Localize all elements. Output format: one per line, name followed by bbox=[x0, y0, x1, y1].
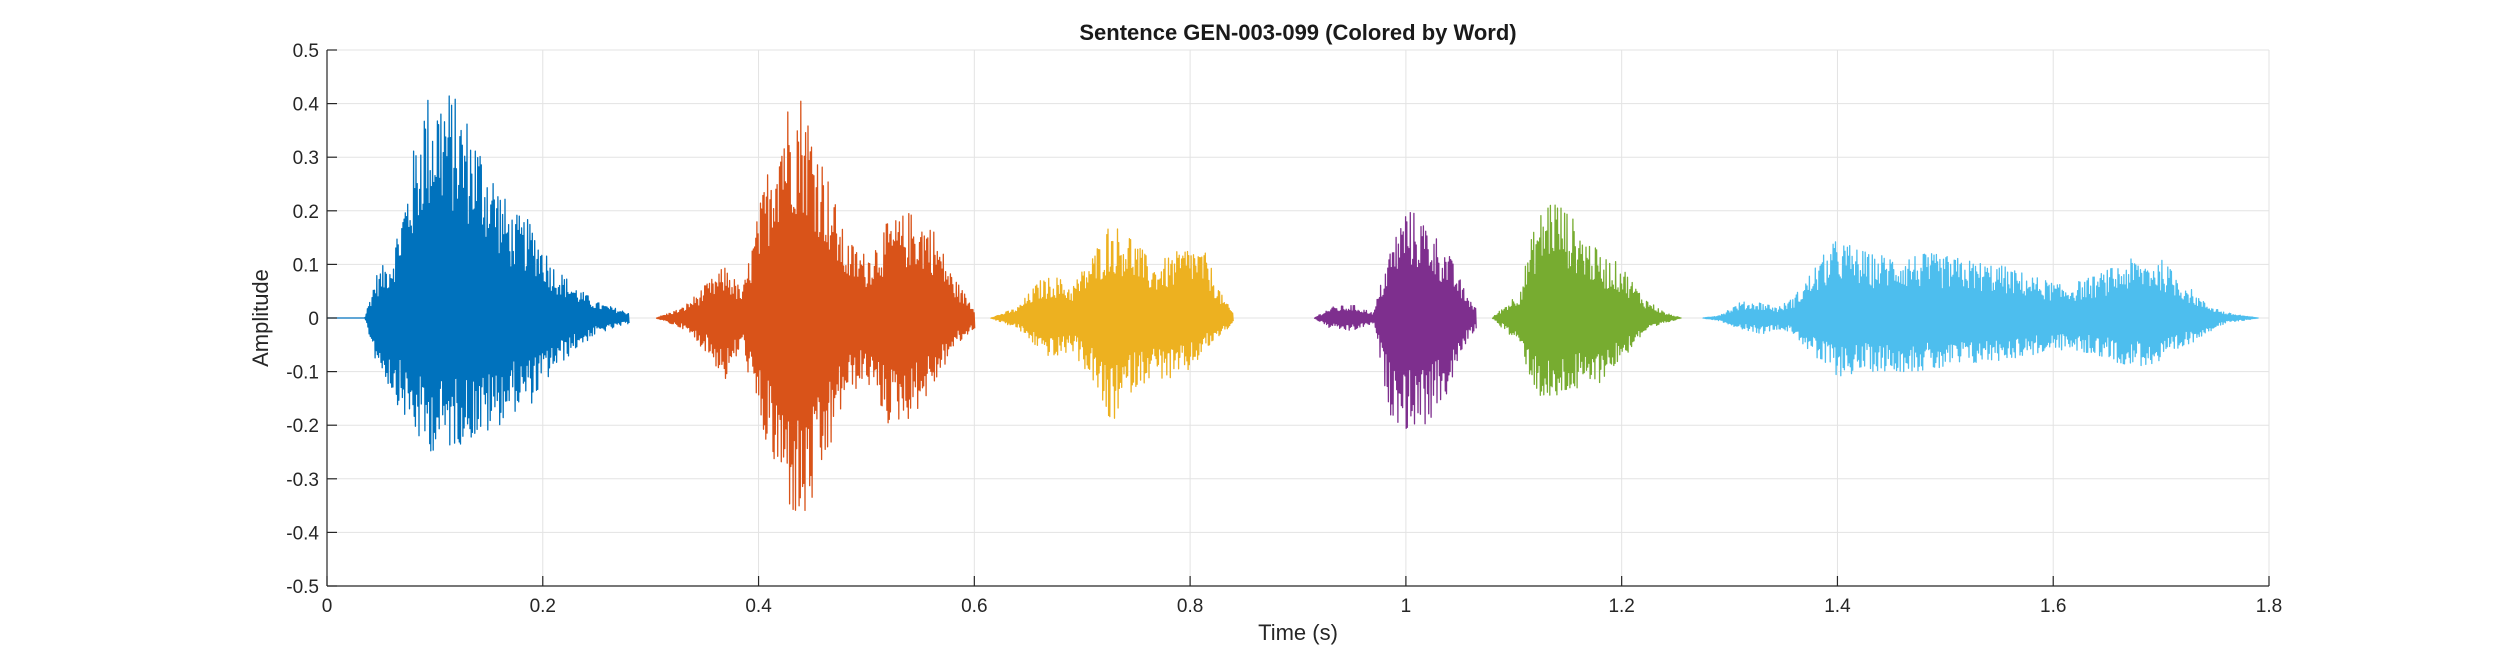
waveform-segment-4 bbox=[1313, 211, 1477, 430]
x-tick-label: 1.2 bbox=[1608, 596, 1634, 617]
waveform-segment-1 bbox=[326, 95, 630, 452]
axes: 0 0.2 0.4 0.6 0.8 1 1.2 1.4 1.6 1.8 0.5 0.4 0.3 0.2 0.… bbox=[286, 41, 2282, 617]
grid bbox=[326, 49, 2270, 587]
x-tick-label: 1 bbox=[1401, 596, 1412, 617]
x-tick-label: 1.4 bbox=[1824, 596, 1851, 617]
x-tick-label: 0 bbox=[322, 596, 333, 617]
y-tick-label: 0.5 bbox=[293, 41, 319, 62]
waveform-segment-3 bbox=[990, 228, 1234, 419]
waveform-segment-6 bbox=[1702, 241, 2259, 377]
y-tick-label: 0 bbox=[308, 309, 319, 330]
y-tick-label: 0.3 bbox=[293, 148, 319, 169]
plot-area bbox=[326, 95, 2259, 512]
y-tick-label: -0.4 bbox=[286, 523, 319, 544]
x-axis-label: Time (s) bbox=[1258, 620, 1338, 645]
chart-title: Sentence GEN-003-099 (Colored by Word) bbox=[1079, 20, 1516, 45]
x-tick-label: 1.6 bbox=[2040, 596, 2066, 617]
y-tick-label: -0.2 bbox=[286, 416, 319, 437]
x-tick-label: 0.2 bbox=[530, 596, 556, 617]
waveform-segment-2 bbox=[655, 100, 976, 512]
y-tick-label: -0.1 bbox=[286, 363, 319, 384]
y-axis-label: Amplitude bbox=[248, 269, 273, 367]
y-tick-label: 0.4 bbox=[293, 95, 320, 116]
y-tick-label: 0.1 bbox=[293, 255, 319, 276]
y-tick-label: -0.3 bbox=[286, 470, 319, 491]
y-tick-label: 0.2 bbox=[293, 202, 319, 223]
x-tick-label: 0.4 bbox=[745, 596, 772, 617]
waveform-segment-5 bbox=[1491, 204, 1682, 396]
y-tick-label: -0.5 bbox=[286, 577, 319, 598]
x-tick-label: 1.8 bbox=[2256, 596, 2282, 617]
x-tick-label: 0.6 bbox=[961, 596, 987, 617]
x-tick-label: 0.8 bbox=[1177, 596, 1203, 617]
